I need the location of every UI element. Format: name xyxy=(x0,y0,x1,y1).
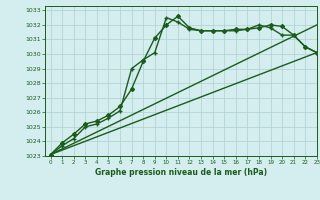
X-axis label: Graphe pression niveau de la mer (hPa): Graphe pression niveau de la mer (hPa) xyxy=(95,168,267,177)
